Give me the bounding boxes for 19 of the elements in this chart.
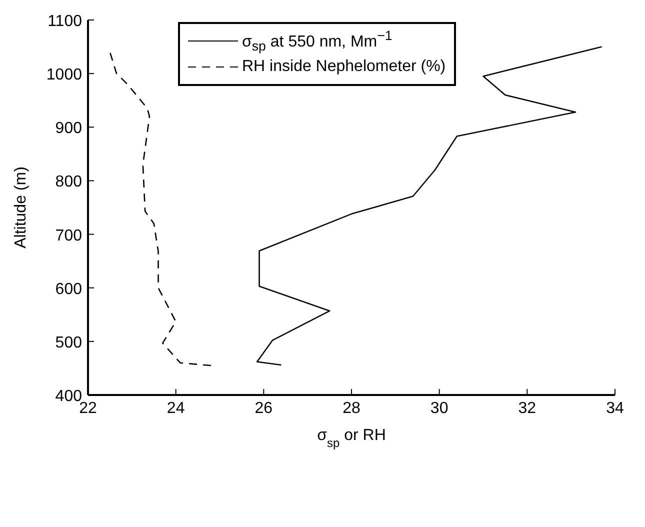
line-series bbox=[109, 51, 212, 366]
y-tick-label: 700 bbox=[55, 227, 82, 244]
x-tick-label: 32 bbox=[518, 400, 536, 417]
y-axis-title: Altitude (m) bbox=[12, 166, 30, 248]
y-tick-label: 500 bbox=[55, 334, 82, 352]
x-tick-label: 26 bbox=[254, 400, 273, 417]
x-tick-label: 28 bbox=[342, 400, 360, 417]
y-tick-label: 1000 bbox=[46, 66, 82, 84]
x-tick-label: 34 bbox=[606, 400, 624, 417]
y-tick-label: 900 bbox=[55, 120, 82, 138]
y-tick-label: 1100 bbox=[48, 13, 82, 30]
x-tick-label: 22 bbox=[79, 400, 97, 417]
x-tick-label: 30 bbox=[430, 400, 448, 417]
legend-label: RH inside Nephelometer (%) bbox=[242, 58, 446, 76]
y-tick-label: 800 bbox=[55, 174, 82, 191]
y-tick-label: 600 bbox=[55, 280, 82, 298]
x-axis-title: σ$_{sp}$ or RH bbox=[317, 427, 386, 450]
x-tick-label: 24 bbox=[166, 400, 185, 417]
legend-label: σ$_{sp}$ at 550 nm, Mm$^{−1}$ bbox=[242, 28, 392, 54]
